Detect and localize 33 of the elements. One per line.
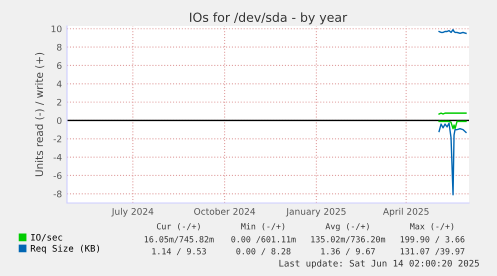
y-tick-label: 0 — [56, 117, 62, 124]
y-tick-label: 8 — [57, 44, 62, 51]
line-series — [438, 120, 467, 130]
y-tick-label: 2 — [57, 98, 62, 106]
y-tick-label: 4 — [56, 80, 62, 88]
text: 131.07 /39.97 — [400, 248, 464, 256]
legend-label: IO/sec — [31, 234, 62, 242]
x-tick-label: October 2024 — [194, 208, 256, 215]
y-tick-label: 10 — [52, 25, 62, 32]
text: Max (-/+) — [410, 223, 454, 230]
text: 0.00 /601.11m — [231, 236, 296, 244]
text: Avg (-/+) — [325, 222, 369, 232]
chart-title: IOs for /dev/sda - by year — [190, 12, 348, 24]
text: Min (-/+) — [241, 222, 284, 230]
y-tick-label: -8 — [54, 190, 62, 198]
text: Last update: Sat Jun 14 02:00:20 2025 — [279, 260, 479, 268]
line-series — [438, 122, 467, 196]
y-axis-title: Units read (-) / write (+) — [35, 52, 44, 176]
legend-label: Req Size (KB) — [30, 244, 100, 254]
y-tick-label: -4 — [54, 154, 62, 161]
text: 0.00 / 8.28 — [236, 248, 290, 256]
text: Cur (-/+) — [156, 223, 200, 230]
y-tick-label: -2 — [54, 136, 62, 142]
y-tick-label: 6 — [57, 62, 62, 69]
y-tick-label: -6 — [54, 172, 62, 180]
text: 16.05m/745.82m — [144, 236, 214, 244]
text: 135.02m/736.20m — [311, 236, 386, 244]
x-tick-label: July 2024 — [111, 208, 154, 217]
x-tick-label: January 2025 — [286, 208, 346, 217]
x-tick-label: April 2025 — [382, 208, 429, 217]
text: 199.90 / 3.66 — [400, 236, 464, 244]
text: 1.36 / 9.67 — [321, 248, 375, 256]
text: 1.14 / 9.53 — [152, 248, 206, 256]
